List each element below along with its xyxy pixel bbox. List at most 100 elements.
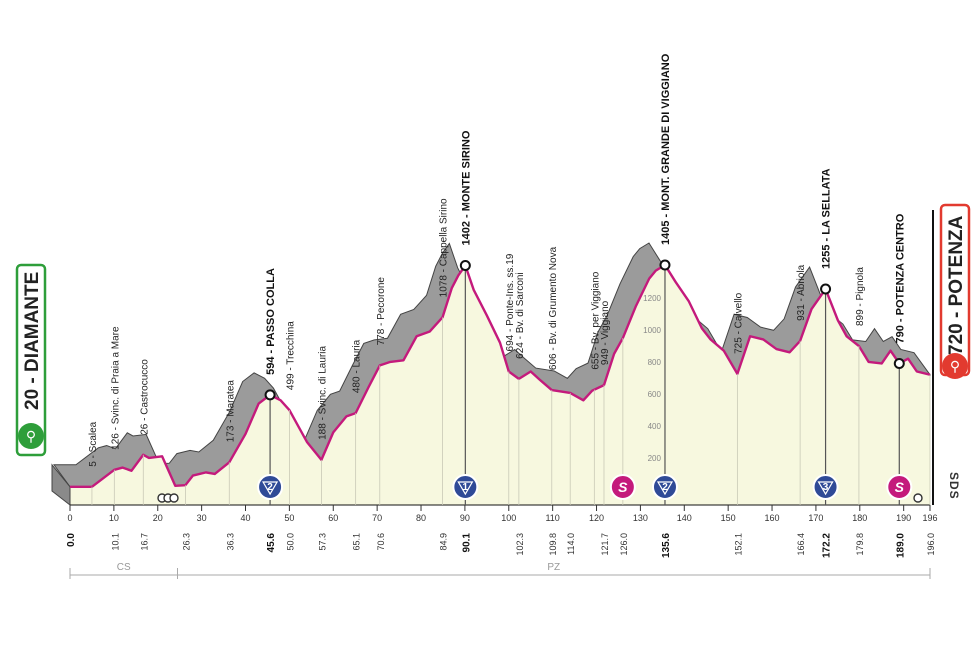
km-tick-label: 190 bbox=[896, 513, 911, 523]
waypoint-label: 778 - Pecorone bbox=[376, 277, 387, 346]
km-tick-label: 130 bbox=[633, 513, 648, 523]
finish-cyclist-badge bbox=[942, 353, 968, 379]
sprint-label: S bbox=[618, 479, 628, 495]
waypoint-label: 655 - Bv. per Viggiano bbox=[590, 271, 601, 369]
summit-marker bbox=[264, 389, 276, 401]
km-tick-label: 90 bbox=[460, 513, 470, 523]
km-tick-label: 180 bbox=[852, 513, 867, 523]
climb-category: 3 bbox=[823, 482, 829, 493]
altitude-tick-label: 400 bbox=[648, 422, 662, 431]
km-distance-label: 121.7 bbox=[600, 533, 610, 556]
sprint-badge: S bbox=[886, 474, 913, 500]
province-name: CS bbox=[117, 562, 131, 573]
cyclist-icon: ⚲ bbox=[26, 428, 36, 444]
feed-zone-icon bbox=[169, 493, 179, 503]
km-distance-label: 36.3 bbox=[225, 533, 235, 551]
km-distance-label: 166.4 bbox=[796, 533, 806, 556]
km-tick-label: 140 bbox=[677, 513, 692, 523]
km-distance-label: 90.1 bbox=[461, 533, 472, 553]
summit-marker bbox=[659, 259, 671, 271]
summit-marker bbox=[820, 283, 832, 295]
waypoint-label: 694 - Ponte-Ins. ss.19 bbox=[505, 253, 516, 351]
climb-badge-circle bbox=[812, 474, 839, 500]
start-cyclist-badge bbox=[18, 423, 44, 449]
waypoint-label: 173 - Maratea bbox=[225, 380, 236, 443]
km-tick-label: 120 bbox=[589, 513, 604, 523]
km-distance-label: 102.3 bbox=[515, 533, 525, 556]
km-tick-label: 20 bbox=[153, 513, 163, 523]
km-tick-label: 80 bbox=[416, 513, 426, 523]
km-tick-label: 50 bbox=[284, 513, 294, 523]
finish-label: 720 - POTENZA bbox=[946, 215, 967, 355]
km-distance-label: 84.9 bbox=[439, 533, 449, 551]
climb-triangle-icon bbox=[262, 481, 279, 496]
waypoint-label: 594 - PASSO COLLA bbox=[265, 268, 277, 375]
sprint-badge-circle bbox=[609, 474, 636, 500]
badge-layer: 2 1 2 3 S S bbox=[157, 474, 923, 503]
km-distance-label: 26.3 bbox=[181, 533, 191, 551]
waypoint-label: 188 - Svinc. di Lauria bbox=[317, 346, 328, 440]
waypoint-label: 931 - Abriola bbox=[796, 264, 807, 321]
climb-category-badge: 2 bbox=[651, 474, 678, 500]
km-distance-label: 152.1 bbox=[733, 533, 743, 556]
km-tick-label: 60 bbox=[328, 513, 338, 523]
climb-category-badge: 1 bbox=[452, 474, 479, 500]
climb-triangle-icon bbox=[656, 481, 674, 496]
km-distance-label: 114.0 bbox=[566, 533, 576, 555]
km-tick-label: 40 bbox=[241, 513, 251, 523]
km-distance-label: 65.1 bbox=[352, 533, 362, 551]
sprint-badge: S bbox=[609, 474, 636, 500]
km-tick-label: 30 bbox=[197, 513, 207, 523]
km-distance-label: 70.6 bbox=[376, 533, 386, 551]
km-tick-label: 160 bbox=[765, 513, 780, 523]
waypoint-label: 725 - Calvello bbox=[733, 292, 744, 354]
waypoint-label: 624 - Bv. di Sarconi bbox=[515, 272, 526, 359]
waypoint-label: 499 - Trecchina bbox=[285, 321, 296, 390]
km-distance-label: 109.8 bbox=[548, 533, 558, 556]
waypoint-label: 1402 - MONTE SIRINO bbox=[460, 130, 472, 245]
km-tick-label: 10 bbox=[109, 513, 119, 523]
waypoint-labels: 5 - Scalea 126 - Svinc. di Praia a Mare 26… bbox=[88, 53, 906, 467]
waypoint-label: 899 - Pignola bbox=[855, 267, 866, 326]
cyclist-icon: ⚲ bbox=[950, 358, 960, 374]
km-distance-label: 10.1 bbox=[110, 533, 120, 551]
km-tick-label: 70 bbox=[372, 513, 382, 523]
start-marker-box bbox=[15, 263, 47, 457]
sprint-label: S bbox=[895, 479, 905, 495]
km-tick-label: 196 bbox=[922, 513, 937, 523]
summit-marker bbox=[459, 259, 471, 271]
waypoint-label: 790 - POTENZA CENTRO bbox=[894, 213, 906, 343]
waypoint-label: 949 - Viggiano bbox=[600, 300, 611, 365]
start-label: 20 - DIAMANTE bbox=[22, 272, 43, 410]
km-distance-label: 196.0 bbox=[926, 533, 936, 556]
km-tick-label: 110 bbox=[545, 513, 559, 523]
waypoint-label: 1078 - Cappella Sirino bbox=[439, 198, 450, 297]
waypoint-label: 1405 - MONT. GRANDE DI VIGGIANO bbox=[660, 53, 672, 245]
altitude-tick-label: 600 bbox=[648, 390, 662, 399]
start-finish-markers: 20 - DIAMANTE ⚲ 720 - POTENZA ⚲ SDS bbox=[15, 203, 971, 500]
waypoint-label: 480 - Lauria bbox=[352, 339, 363, 393]
km-distance-label: 45.6 bbox=[266, 533, 277, 553]
waypoint-label: 5 - Scalea bbox=[88, 421, 99, 466]
grid-layer: 200 400 600 800 1000 1200 bbox=[91, 265, 931, 505]
climb-category: 2 bbox=[662, 482, 668, 493]
brand-logo: SDS bbox=[947, 472, 961, 500]
altitude-tick-label: 800 bbox=[648, 358, 662, 367]
profile-front-face bbox=[70, 265, 930, 505]
feed-zone-icon bbox=[913, 493, 923, 503]
km-distance-label: 57.3 bbox=[317, 533, 327, 551]
climb-triangle-icon bbox=[817, 481, 834, 496]
summit-marker bbox=[893, 357, 905, 369]
climb-category: 2 bbox=[267, 482, 273, 493]
km-tick-label: 0 bbox=[67, 513, 72, 523]
km-tick-label: 150 bbox=[721, 513, 736, 523]
km-distance-label: 16.7 bbox=[139, 533, 149, 551]
km-axis: 0 10 20 30 40 50 60 70 80 90 100 110 120 130 140 150 160… bbox=[66, 505, 938, 558]
waypoint-label: 126 - Svinc. di Praia a Mare bbox=[110, 326, 121, 450]
km-tick-label: 100 bbox=[501, 513, 516, 523]
province-name: PZ bbox=[547, 562, 560, 573]
climb-badge-circle bbox=[452, 474, 479, 500]
altitude-tick-label: 1200 bbox=[643, 294, 661, 303]
climb-category: 1 bbox=[463, 482, 469, 493]
